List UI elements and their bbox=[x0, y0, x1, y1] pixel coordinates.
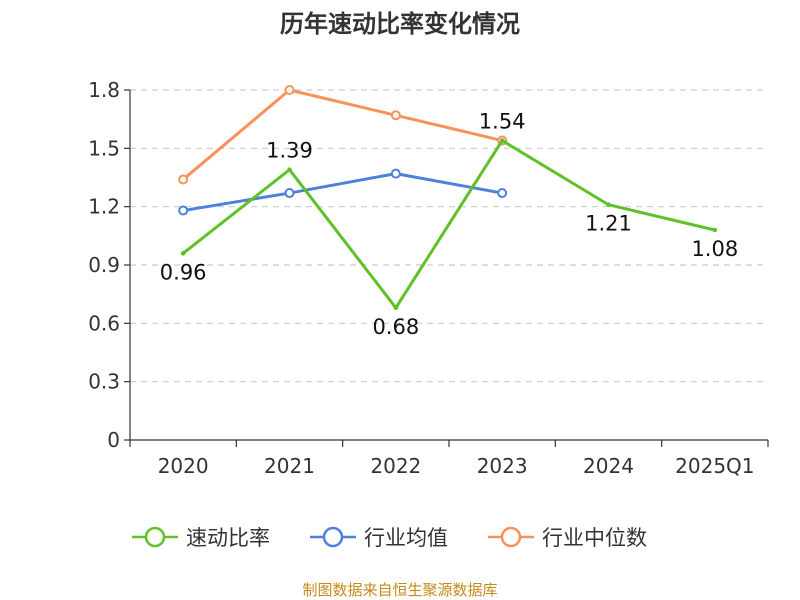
x-tick-label: 2021 bbox=[264, 454, 315, 478]
legend: 速动比率 行业均值 行业中位数 bbox=[132, 526, 647, 550]
x-tick-label: 2020 bbox=[158, 454, 209, 478]
axes: 0 0.3 0.6 0.9 1.2 1.5 1.8 2020 2021 2022 2023 2024 2… bbox=[88, 78, 769, 478]
series-point-0 bbox=[393, 305, 399, 311]
series-point-1 bbox=[497, 188, 508, 199]
data-label: 0.96 bbox=[160, 260, 207, 284]
legend-label: 行业均值 bbox=[364, 526, 448, 550]
y-tick-label: 1.2 bbox=[88, 195, 120, 219]
legend-label: 行业中位数 bbox=[542, 526, 647, 550]
series-point-0 bbox=[606, 202, 611, 208]
data-label: 1.54 bbox=[479, 110, 526, 134]
data-labels: 0.96 1.39 0.68 1.54 1.21 1.08 bbox=[160, 110, 738, 339]
series-point-1 bbox=[178, 205, 189, 216]
y-tick-label: 1.5 bbox=[88, 136, 120, 160]
legend-swatch-marker bbox=[500, 526, 522, 548]
series-point-0 bbox=[287, 167, 292, 173]
y-tick-label: 0 bbox=[107, 428, 120, 452]
data-label: 1.08 bbox=[691, 237, 738, 261]
series-point-0 bbox=[712, 227, 718, 233]
source-note: 制图数据来自恒生聚源数据库 bbox=[302, 581, 497, 599]
x-tick-label: 2025Q1 bbox=[675, 454, 754, 478]
legend-swatch-marker bbox=[144, 526, 166, 548]
series-point-1 bbox=[390, 168, 401, 179]
legend-swatch-marker bbox=[322, 526, 344, 548]
data-label: 0.68 bbox=[372, 315, 419, 339]
series-line-2 bbox=[181, 88, 504, 181]
chart-title: 历年速动比率变化情况 bbox=[280, 10, 520, 38]
data-label: 1.39 bbox=[266, 139, 313, 163]
series-point-1 bbox=[284, 188, 295, 199]
y-tick-label: 0.9 bbox=[88, 253, 120, 277]
data-label: 1.21 bbox=[585, 212, 632, 236]
y-tick-label: 0.6 bbox=[88, 311, 120, 335]
series-point-0 bbox=[499, 138, 505, 143]
x-tick-label: 2022 bbox=[370, 454, 421, 478]
series-point-2 bbox=[178, 174, 189, 185]
series-point-2 bbox=[390, 110, 401, 121]
x-tick-label: 2023 bbox=[477, 454, 528, 478]
series-point-2 bbox=[284, 85, 295, 95]
series-point-0 bbox=[180, 251, 186, 256]
series-line-0 bbox=[181, 139, 717, 310]
y-tick-label: 1.8 bbox=[88, 78, 120, 102]
series-layer bbox=[178, 85, 718, 311]
legend-label: 速动比率 bbox=[186, 526, 270, 550]
series-line-1 bbox=[181, 172, 504, 213]
x-tick-label: 2024 bbox=[583, 454, 634, 478]
gridlines bbox=[130, 89, 768, 383]
y-tick-label: 0.3 bbox=[88, 370, 120, 394]
